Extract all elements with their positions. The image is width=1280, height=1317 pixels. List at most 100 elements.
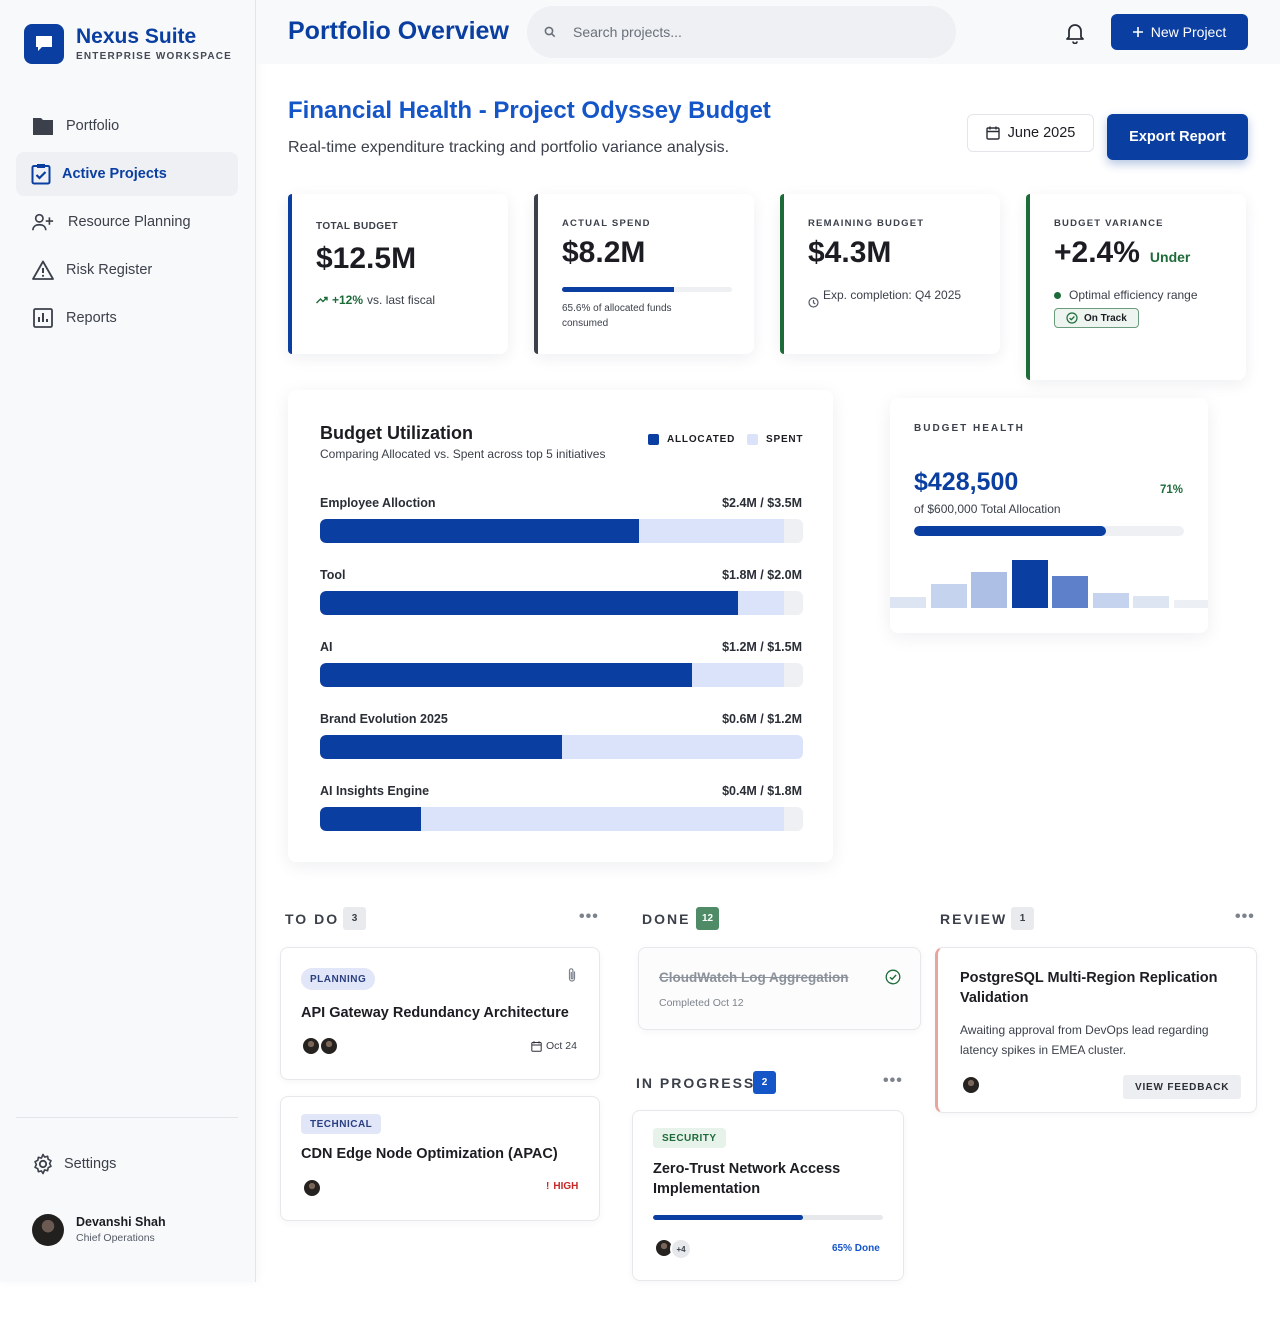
extra-assignees-badge: +4	[670, 1238, 692, 1260]
avatar[interactable]	[32, 1214, 64, 1246]
legend-swatch	[648, 434, 659, 445]
status-badge-label: On Track	[1084, 312, 1127, 324]
column-title-review: REVIEW	[940, 911, 1008, 927]
card-subtitle: Comparing Allocated vs. Spent across top…	[320, 447, 606, 461]
kpi-label: BUDGET VARIANCE	[1054, 218, 1164, 229]
utilization-row-label: Brand Evolution 2025	[320, 712, 448, 726]
task-card[interactable]: PostgreSQL Multi-Region Replication Vali…	[935, 947, 1257, 1113]
avatar	[302, 1178, 322, 1198]
user-role: Chief Operations	[76, 1232, 155, 1244]
priority-alert-icon: !	[546, 1181, 550, 1192]
task-card[interactable]: PLANNING API Gateway Redundancy Architec…	[280, 947, 600, 1080]
column-count: 2	[753, 1071, 776, 1094]
health-sparkline-bar	[1133, 596, 1169, 608]
more-options-icon[interactable]: •••	[883, 1072, 903, 1089]
task-completed-note: Completed Oct 12	[659, 997, 744, 1009]
more-options-icon[interactable]: •••	[579, 908, 599, 925]
date-picker-button[interactable]: June 2025	[967, 114, 1094, 152]
check-circle-icon	[1066, 312, 1078, 324]
task-progress-label: 65% Done	[832, 1243, 880, 1254]
search-input[interactable]	[573, 20, 933, 44]
kpi-value: +2.4%	[1054, 236, 1140, 269]
clipboard-check-icon	[30, 163, 52, 185]
utilization-bar-allocated	[320, 591, 738, 615]
health-sparkline-bar	[930, 584, 967, 608]
more-options-icon[interactable]: •••	[1235, 908, 1255, 925]
card-label: BUDGET HEALTH	[914, 423, 1025, 434]
sidebar-item-risk-register[interactable]: Risk Register	[16, 248, 238, 292]
card-title: Budget Utilization	[320, 423, 473, 443]
sidebar-item-resource-planning[interactable]: Resource Planning	[16, 200, 238, 244]
export-report-button[interactable]: Export Report	[1107, 114, 1248, 160]
warning-icon	[32, 259, 54, 281]
column-title-in-progress: IN PROGRESS	[636, 1075, 756, 1091]
calendar-icon	[985, 126, 1000, 140]
kpi-accent-bar	[288, 194, 292, 354]
date-label: June 2025	[1007, 125, 1076, 141]
kpi-label: REMAINING BUDGET	[808, 218, 925, 229]
sidebar-item-active-projects[interactable]: Active Projects	[16, 152, 238, 196]
status-dot	[1054, 291, 1061, 299]
health-sparkline-bar	[1092, 593, 1129, 608]
avatar	[961, 1075, 981, 1095]
avatar	[301, 1036, 321, 1056]
utilization-row-label: AI Insights Engine	[320, 784, 430, 798]
task-description: Awaiting approval from DevOps lead regar…	[960, 1023, 1209, 1057]
utilization-bar-allocated	[320, 519, 639, 543]
legend-swatch	[747, 434, 758, 445]
kpi-trend: +12% vs. last fiscal	[316, 293, 435, 307]
task-title: CDN Edge Node Optimization (APAC)	[301, 1146, 558, 1162]
utilization-row-value: $1.2M / $1.5M	[722, 640, 802, 654]
health-percent: 71%	[1160, 484, 1184, 496]
priority-indicator: ! HIGH	[546, 1181, 578, 1192]
task-title: Zero-Trust Network Access Implementation	[653, 1161, 841, 1197]
kpi-progress-fill	[562, 287, 674, 292]
health-value: $428,500	[914, 468, 1019, 496]
health-sparkline-bar	[1052, 576, 1088, 608]
kpi-value: $4.3M	[808, 236, 892, 269]
health-progress-fill	[914, 526, 1106, 536]
kpi-accent-bar	[780, 194, 784, 354]
utilization-row-value: $2.4M / $3.5M	[722, 496, 802, 510]
task-title: CloudWatch Log Aggregation	[659, 970, 849, 985]
search-bar[interactable]	[527, 6, 956, 58]
health-sparkline-bar	[1173, 600, 1208, 608]
health-sparkline-bar	[971, 572, 1007, 608]
column-title-todo: TO DO	[285, 911, 340, 927]
plus-icon	[1132, 27, 1143, 37]
history-icon	[808, 297, 819, 308]
new-project-button[interactable]: New Project	[1111, 14, 1248, 50]
health-sparkline-bar	[1011, 560, 1048, 608]
sidebar-divider	[16, 1117, 238, 1118]
task-card[interactable]: TECHNICAL CDN Edge Node Optimization (AP…	[280, 1096, 600, 1221]
task-card[interactable]: SECURITY Zero-Trust Network Access Imple…	[632, 1110, 904, 1281]
sidebar-item-settings[interactable]: Settings	[16, 1142, 238, 1186]
user-plus-icon	[32, 211, 54, 233]
kpi-accent-bar	[1026, 194, 1030, 380]
utilization-bar-allocated	[320, 663, 692, 687]
kpi-total-budget: TOTAL BUDGET $12.5M +12% vs. last fiscal	[288, 194, 508, 354]
health-progress-track	[914, 526, 1184, 536]
kpi-qualifier: Under	[1149, 249, 1191, 265]
task-card[interactable]: CloudWatch Log Aggregation Completed Oct…	[638, 947, 921, 1030]
kpi-label: ACTUAL SPEND	[562, 218, 651, 229]
kpi-note: Optimal efficiency range	[1069, 288, 1198, 302]
notification-bell-icon[interactable]	[1065, 22, 1085, 45]
kpi-trend-suffix: vs. last fiscal	[367, 293, 436, 307]
folder-icon	[32, 115, 54, 137]
gear-icon	[32, 1153, 54, 1175]
task-title: API Gateway Redundancy Architecture	[301, 1005, 569, 1021]
sidebar-item-reports[interactable]: Reports	[16, 296, 238, 340]
sidebar-item-portfolio[interactable]: Portfolio	[16, 104, 238, 148]
utilization-bar-track	[320, 663, 803, 687]
utilization-bar-track	[320, 591, 803, 615]
view-feedback-button[interactable]: VIEW FEEDBACK	[1123, 1075, 1242, 1099]
page-title: Portfolio Overview	[288, 17, 509, 45]
legend-allocated: ALLOCATED	[648, 434, 735, 445]
utilization-row-value: $0.6M / $1.2M	[722, 712, 802, 726]
legend-label: ALLOCATED	[667, 434, 736, 445]
column-count: 3	[343, 907, 366, 930]
check-circle-icon	[885, 969, 901, 985]
kpi-progress-track	[562, 287, 732, 292]
